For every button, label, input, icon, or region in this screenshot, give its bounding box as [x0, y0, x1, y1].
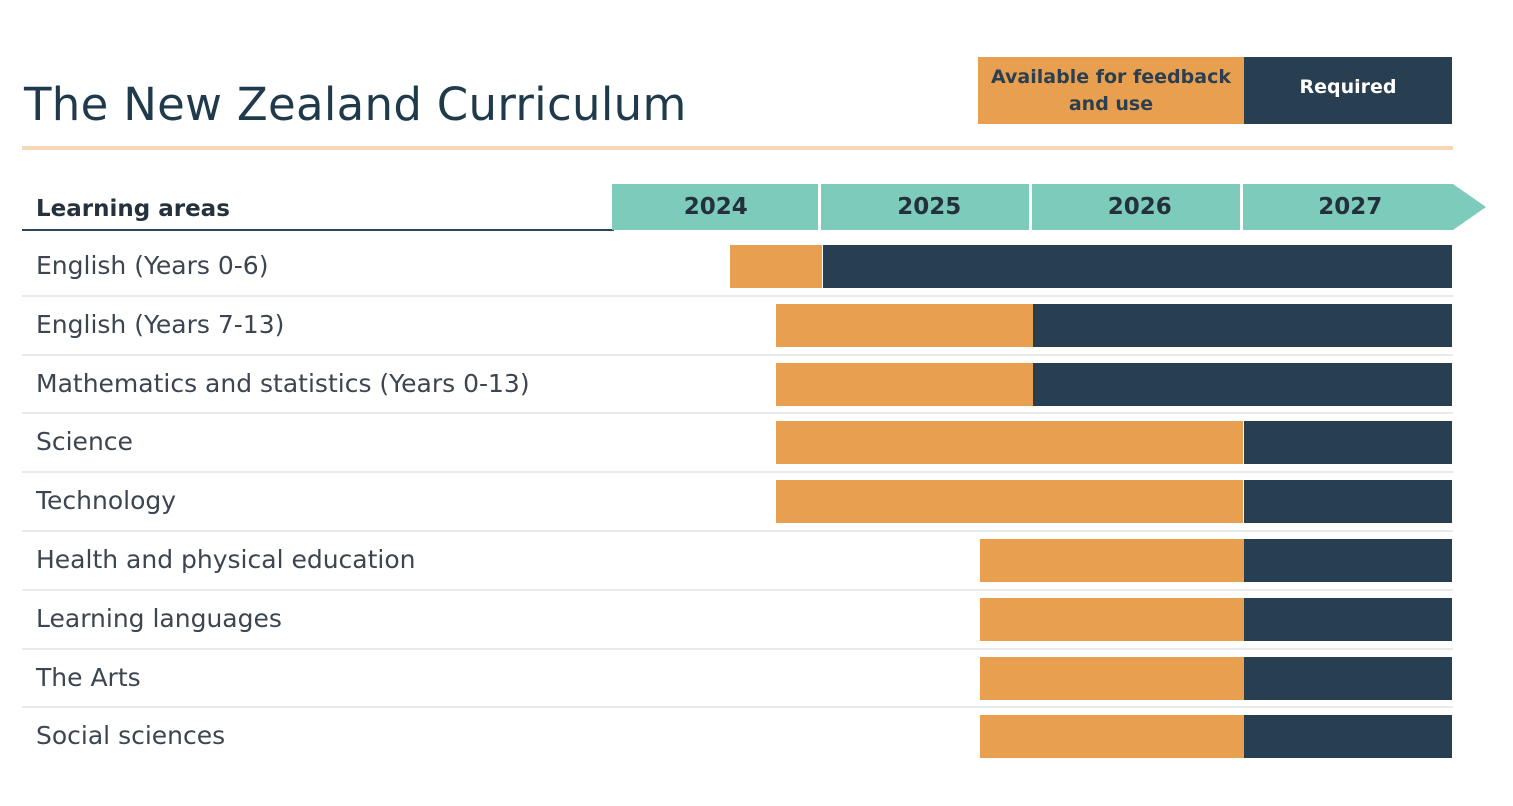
- page-title: The New Zealand Curriculum: [24, 78, 687, 131]
- row-label: Learning languages: [36, 603, 282, 633]
- bar-required: [1243, 539, 1452, 582]
- bar-available: [776, 421, 1244, 465]
- bar-available: [776, 362, 1033, 406]
- row-divider: [22, 647, 1453, 650]
- bar-required: [1243, 480, 1452, 524]
- bar-required: [1243, 656, 1452, 700]
- bar-available: [729, 245, 823, 288]
- row-label: English (Years 7-13): [36, 309, 285, 339]
- header-underline: [22, 229, 614, 231]
- row-divider: [22, 471, 1453, 474]
- row-label: English (Years 0-6): [36, 251, 269, 280]
- bar-available: [776, 303, 1033, 347]
- row-divider: [22, 588, 1453, 591]
- bar-required: [1243, 597, 1452, 641]
- bar-available: [980, 656, 1244, 700]
- bar-required: [1033, 362, 1452, 406]
- bar-available: [776, 480, 1244, 524]
- bar-available: [980, 539, 1244, 582]
- row-label: The Arts: [36, 662, 141, 692]
- learning-areas-header: Learning areas: [36, 196, 230, 222]
- timeline-band: [612, 184, 1486, 230]
- timeline-arrow: [612, 184, 1486, 230]
- year-separator: [818, 184, 821, 230]
- legend-required-label: Required: [1299, 76, 1397, 98]
- bar-required: [822, 245, 1452, 288]
- year-label-2024: 2024: [683, 194, 748, 220]
- legend-available-label: Available for feedback and use: [991, 65, 1231, 115]
- bar-required: [1243, 715, 1452, 759]
- year-label-2027: 2027: [1318, 194, 1383, 220]
- row-label: Mathematics and statistics (Years 0-13): [36, 368, 530, 398]
- row-label: Social sciences: [36, 721, 226, 751]
- year-label-2025: 2025: [897, 194, 962, 220]
- row-divider: [22, 412, 1453, 415]
- row-divider: [22, 353, 1453, 356]
- row-divider: [22, 706, 1453, 709]
- row-label: Science: [36, 427, 133, 457]
- title-divider: [22, 146, 1453, 150]
- year-separator: [1240, 184, 1243, 230]
- year-label-2026: 2026: [1107, 194, 1172, 220]
- row-label: Health and physical education: [36, 545, 416, 574]
- row-divider: [22, 530, 1453, 532]
- bar-available: [980, 597, 1244, 641]
- row-label: Technology: [36, 486, 177, 516]
- legend-required: Required: [1244, 57, 1452, 124]
- year-separator: [1029, 184, 1032, 230]
- bar-required: [1243, 421, 1452, 465]
- row-divider: [22, 294, 1453, 297]
- legend-available: Available for feedback and use: [978, 57, 1244, 124]
- bar-available: [980, 715, 1244, 759]
- bar-required: [1033, 303, 1452, 347]
